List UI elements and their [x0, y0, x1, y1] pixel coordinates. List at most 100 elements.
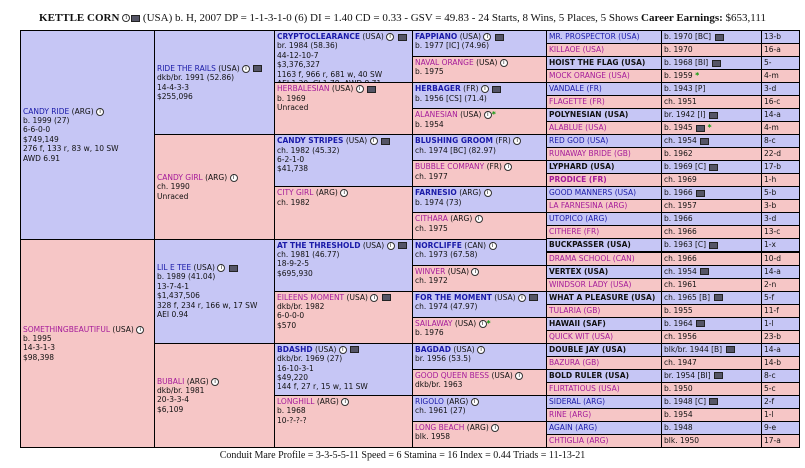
info-icon[interactable]: i [355, 85, 364, 94]
horse-link[interactable]: LIL E TEE [157, 263, 192, 272]
camera-icon[interactable] [700, 137, 710, 145]
info-icon[interactable]: i [229, 173, 238, 182]
info-icon[interactable]: i [483, 111, 492, 120]
horse-link[interactable]: PRODICE (FR) [549, 175, 607, 185]
horse-link[interactable]: BOLD RULER (USA) [549, 370, 630, 380]
info-icon[interactable]: i [513, 137, 522, 146]
horse-link[interactable]: MR. PROSPECTOR (USA) [549, 32, 640, 41]
info-icon[interactable]: i [211, 377, 220, 386]
horse-link[interactable]: HERBAGER [415, 84, 461, 94]
info-icon[interactable]: i [340, 189, 349, 198]
horse-link[interactable]: FLIRTATIOUS (USA) [549, 383, 620, 393]
info-icon[interactable]: i [480, 85, 489, 94]
camera-icon[interactable] [696, 189, 706, 197]
camera-icon[interactable] [711, 59, 721, 67]
info-icon[interactable]: i [386, 241, 395, 250]
horse-link[interactable]: FARNESIO [415, 188, 457, 198]
camera-icon[interactable] [709, 398, 719, 406]
camera-icon[interactable] [397, 33, 407, 41]
horse-link[interactable]: POLYNESIAN (USA) [549, 110, 629, 120]
info-icon[interactable]: i [470, 397, 479, 406]
camera-icon[interactable] [709, 241, 719, 249]
info-icon[interactable]: i [474, 215, 483, 224]
camera-icon[interactable] [529, 294, 539, 302]
camera-icon[interactable] [253, 65, 263, 73]
camera-icon[interactable] [380, 137, 390, 145]
info-icon[interactable]: i [242, 64, 251, 73]
camera-icon[interactable] [381, 294, 391, 302]
camera-icon[interactable] [492, 85, 502, 93]
info-icon[interactable]: i [136, 325, 145, 334]
horse-link[interactable]: WINVER [415, 266, 446, 276]
info-icon[interactable]: i [477, 345, 486, 354]
camera-icon[interactable] [725, 346, 735, 354]
info-icon[interactable]: i [515, 371, 524, 380]
info-icon[interactable]: i [370, 293, 379, 302]
horse-link[interactable]: GOOD QUEEN BESS [415, 370, 490, 380]
horse-link[interactable]: BDASHD [277, 344, 313, 354]
camera-icon[interactable] [700, 268, 710, 276]
camera-icon[interactable] [696, 124, 706, 132]
horse-link[interactable]: AGAIN (ARG) [549, 422, 598, 432]
info-icon[interactable]: i [471, 267, 480, 276]
horse-link[interactable]: SOMETHINGBEAUTIFUL [23, 324, 111, 334]
horse-link[interactable]: FLAGETTE (FR) [549, 97, 605, 107]
info-icon[interactable]: i [499, 59, 508, 68]
horse-link[interactable]: RIDE THE RAILS [157, 63, 216, 73]
camera-icon[interactable] [714, 372, 723, 380]
horse-link[interactable]: RIGOLO [415, 396, 444, 406]
camera-icon[interactable] [713, 294, 723, 302]
horse-link[interactable]: DOUBLE JAY (USA) [549, 344, 626, 354]
camera-icon[interactable] [696, 320, 706, 328]
horse-link[interactable]: ALABLUE (USA) [549, 123, 607, 133]
horse-link[interactable]: UTOPICO (ARG) [549, 214, 608, 224]
horse-link[interactable]: BUCKPASSER (USA) [549, 240, 631, 250]
horse-link[interactable]: NAVAL ORANGE [415, 58, 474, 68]
horse-link[interactable]: HAWAII (SAF) [549, 318, 606, 328]
horse-link[interactable]: RINE (ARG) [549, 409, 592, 419]
horse-link[interactable]: TULARIA (GB) [549, 305, 601, 315]
camera-icon[interactable] [367, 85, 377, 93]
horse-link[interactable]: WINDSOR LADY (USA) [549, 279, 632, 289]
horse-link[interactable]: VERTEX (USA) [549, 266, 609, 276]
camera-icon[interactable] [708, 111, 718, 119]
horse-link[interactable]: LONGHILL [277, 396, 315, 406]
camera-icon[interactable] [494, 33, 504, 41]
info-icon[interactable]: i [483, 33, 492, 41]
horse-link[interactable]: LA FARNESINA (ARG) [549, 201, 628, 211]
horse-link[interactable]: CANDY RIDE [23, 106, 70, 116]
horse-link[interactable]: QUICK WIT (USA) [549, 331, 614, 341]
info-icon[interactable]: i [386, 33, 395, 41]
horse-link[interactable]: WHAT A PLEASURE (USA) [549, 292, 656, 302]
info-icon[interactable]: i [369, 137, 378, 146]
camera-icon[interactable] [228, 264, 238, 272]
horse-link[interactable]: MOCK ORANGE (USA) [549, 71, 630, 81]
info-icon[interactable]: i [518, 293, 526, 302]
horse-link[interactable]: GOOD MANNERS (USA) [549, 188, 637, 198]
camera-icon[interactable] [350, 346, 360, 354]
horse-link[interactable]: BLUSHING GROOM [415, 136, 493, 146]
horse-link[interactable]: SIDERAL (ARG) [549, 396, 606, 406]
horse-link[interactable]: CITY GIRL [277, 188, 314, 198]
horse-link[interactable]: VANDALE (FR) [549, 84, 602, 94]
info-icon[interactable]: i [217, 264, 226, 272]
horse-link[interactable]: BAGDAD [415, 344, 451, 354]
horse-link[interactable]: CHTIGLIA (ARG) [549, 435, 609, 445]
horse-link[interactable]: CRYPTOCLEARANCE [277, 32, 360, 41]
horse-link[interactable]: RED GOD (USA) [549, 136, 609, 146]
info-icon[interactable]: i [491, 423, 500, 432]
horse-link[interactable]: RUNAWAY BRIDE (GB) [549, 149, 631, 159]
info-icon[interactable]: i [338, 345, 347, 354]
horse-link[interactable]: KILLAOE (USA) [549, 45, 605, 55]
info-icon[interactable]: i [96, 107, 105, 116]
info-icon[interactable]: i [488, 241, 497, 250]
info-icon[interactable]: i [341, 397, 350, 406]
horse-link[interactable]: BUBALI [157, 376, 185, 386]
horse-link[interactable]: CANDY GIRL [157, 172, 203, 182]
camera-icon[interactable] [714, 33, 724, 41]
info-icon[interactable]: i [478, 319, 487, 328]
horse-link[interactable]: AT THE THRESHOLD [277, 240, 361, 250]
camera-icon[interactable] [131, 14, 141, 22]
horse-link[interactable]: LONG BEACH [415, 422, 465, 432]
horse-link[interactable]: FAPPIANO [415, 32, 458, 41]
